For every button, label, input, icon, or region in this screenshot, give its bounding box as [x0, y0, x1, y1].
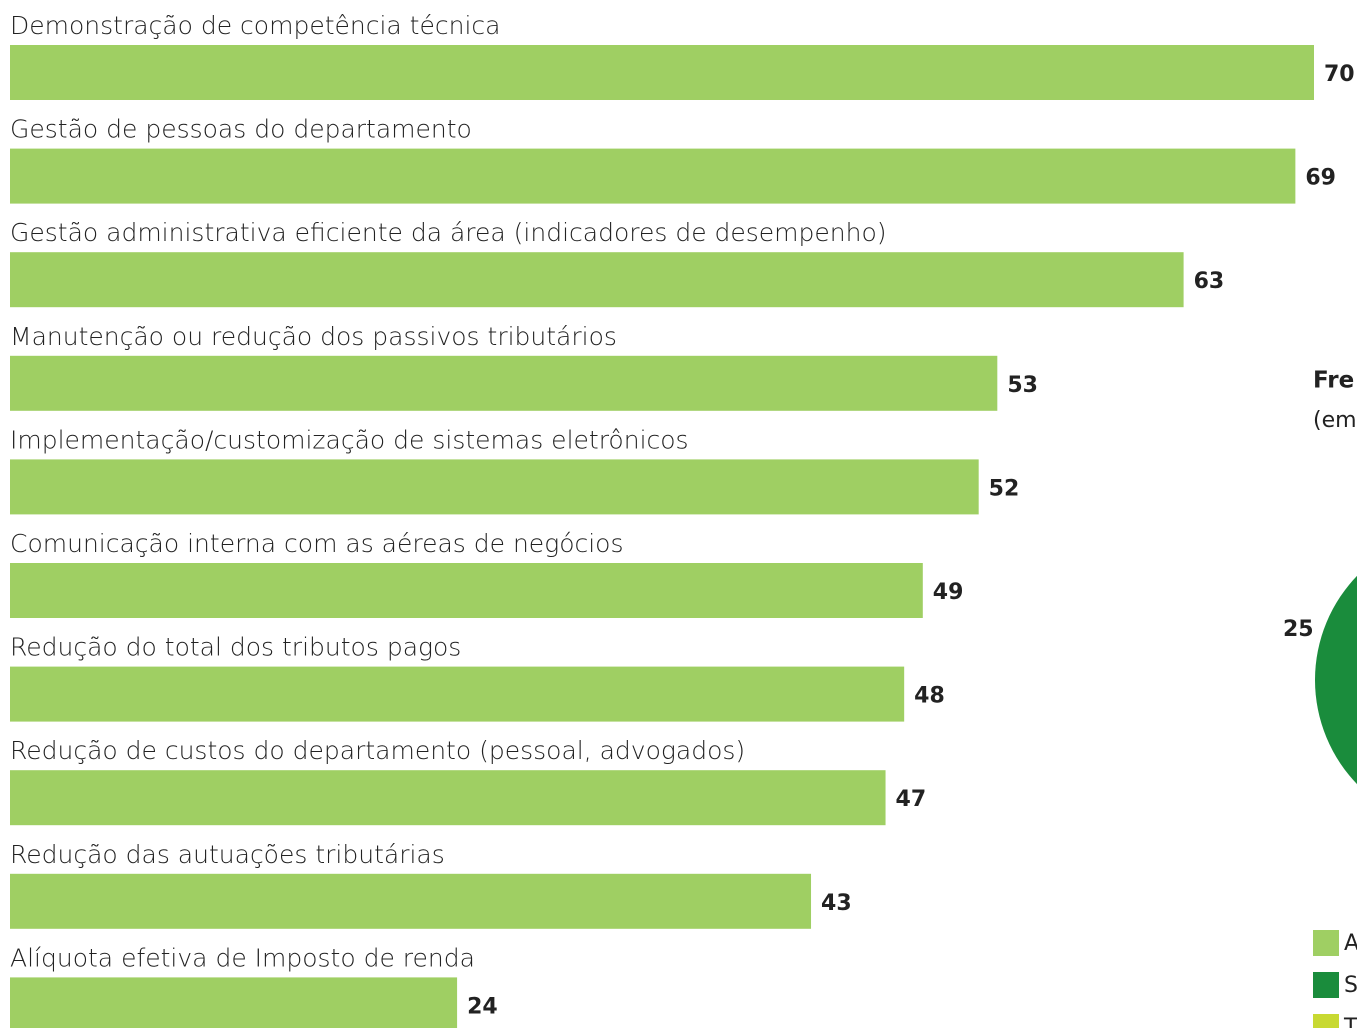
category-label: Implementação/customização de sistemas e…: [10, 425, 689, 454]
bar: [10, 252, 1184, 308]
legend-swatch: [1313, 930, 1339, 956]
pie-label: 25: [1283, 617, 1314, 642]
category-label: Redução do total dos tributos pagos: [10, 633, 461, 662]
category-label: Manutenção ou redução dos passivos tribu…: [10, 322, 617, 351]
bar: [10, 45, 1314, 100]
category-label: Redução de custos do departamento (pesso…: [10, 736, 745, 765]
value-label: 69: [1305, 166, 1336, 191]
legend-label: A: [1344, 931, 1357, 956]
category-label: Redução das autuações tributárias: [10, 840, 445, 869]
value-label: 63: [1194, 269, 1225, 294]
bar: [10, 977, 458, 1028]
bar: [10, 563, 923, 618]
pie-title: Fre: [1313, 368, 1354, 394]
value-label: 47: [896, 787, 927, 812]
bar: [10, 770, 886, 826]
legend-label: S: [1344, 973, 1357, 998]
value-label: 49: [933, 580, 964, 605]
legend-swatch: [1313, 972, 1339, 998]
category-label: Comunicação interna com as aéreas de neg…: [10, 529, 624, 558]
value-label: 43: [821, 891, 852, 916]
bar: [10, 355, 998, 411]
value-label: 53: [1007, 373, 1038, 398]
bar: [10, 873, 812, 929]
pie-slice: [1314, 575, 1357, 785]
value-label: 48: [914, 684, 945, 709]
category-label: Demonstração de competência técnica: [10, 11, 500, 40]
category-label: Alíquota efetiva de Imposto de renda: [10, 943, 475, 972]
bar: [10, 148, 1296, 204]
bar: [10, 666, 905, 722]
pie-subtitle: (em: [1313, 408, 1357, 433]
value-label: 52: [989, 476, 1020, 501]
legend-swatch: [1313, 1014, 1339, 1028]
value-label: 70: [1324, 62, 1355, 87]
category-label: Gestão de pessoas do departamento: [10, 115, 472, 144]
legend-label: T: [1343, 1015, 1357, 1028]
bar: [10, 459, 979, 515]
value-label: 24: [467, 994, 498, 1019]
category-label: Gestão administrativa eficiente da área …: [10, 218, 887, 247]
